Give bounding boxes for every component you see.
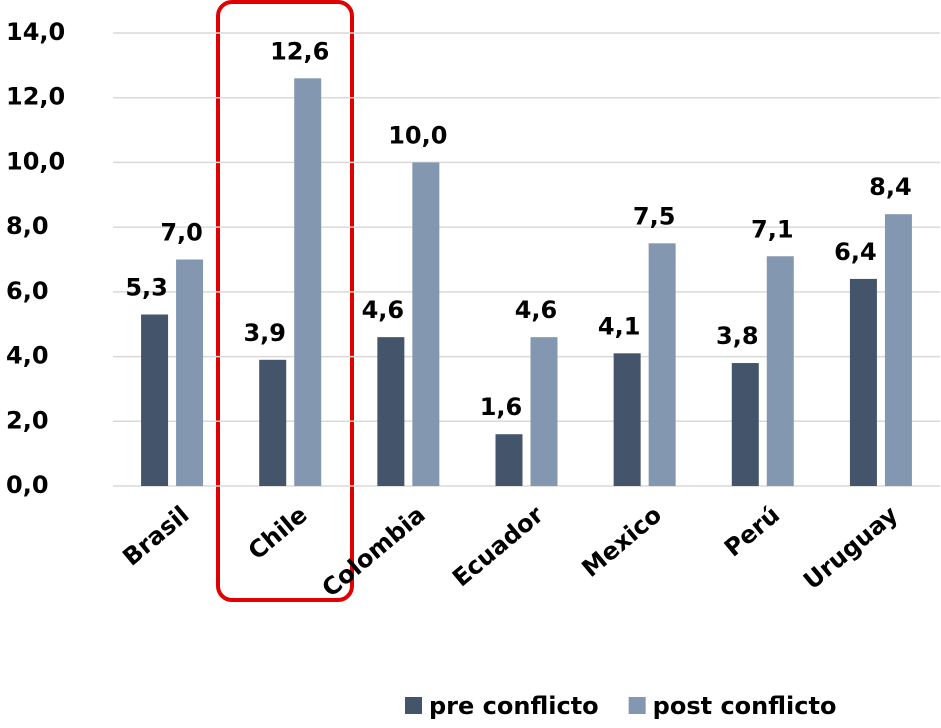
x-tick-label: Brasil xyxy=(117,501,194,572)
bar xyxy=(141,314,169,486)
bar xyxy=(495,434,523,486)
legend-swatch xyxy=(405,697,422,714)
value-label: 3,8 xyxy=(716,322,759,350)
y-tick-label: 2,0 xyxy=(6,406,49,434)
highlight-box xyxy=(216,0,354,602)
value-label: 4,6 xyxy=(515,296,558,324)
y-tick-label: 14,0 xyxy=(6,18,65,46)
legend-label: pre conflicto xyxy=(429,692,599,720)
bar xyxy=(648,243,676,486)
bar xyxy=(731,363,759,486)
x-tick-label: Chile xyxy=(243,501,313,566)
legend-label: post conflicto xyxy=(653,692,837,720)
bar xyxy=(613,353,641,486)
bar xyxy=(766,256,794,486)
x-tick-label: Uruguay xyxy=(798,500,903,595)
value-label: 4,1 xyxy=(598,312,641,340)
y-tick-label: 0,0 xyxy=(6,471,49,499)
value-label: 5,3 xyxy=(125,274,168,302)
bar xyxy=(294,78,322,487)
x-tick-label: Colombia xyxy=(317,501,431,603)
y-tick-label: 10,0 xyxy=(6,147,65,175)
y-tick-label: 8,0 xyxy=(6,212,49,240)
value-label: 12,6 xyxy=(270,37,329,65)
y-tick-label: 12,0 xyxy=(6,83,65,111)
value-label: 4,6 xyxy=(362,296,405,324)
bar xyxy=(377,337,405,486)
value-label: 7,0 xyxy=(160,219,203,247)
x-tick-label: Perú xyxy=(719,501,785,563)
x-tick-label: Ecuador xyxy=(447,500,549,592)
y-tick-label: 4,0 xyxy=(6,342,49,370)
bar xyxy=(849,278,877,486)
value-label: 1,6 xyxy=(480,393,523,421)
value-label: 10,0 xyxy=(388,121,447,149)
y-tick-label: 6,0 xyxy=(6,277,49,305)
value-label: 6,4 xyxy=(834,238,877,266)
value-label: 8,4 xyxy=(869,173,912,201)
bar xyxy=(530,337,558,486)
value-label: 7,5 xyxy=(633,202,676,230)
x-tick-label: Mexico xyxy=(577,501,667,583)
value-label: 3,9 xyxy=(243,319,286,347)
bar xyxy=(176,259,204,486)
bar xyxy=(259,359,287,486)
value-label: 7,1 xyxy=(751,215,794,243)
bar xyxy=(412,162,440,486)
bar xyxy=(884,214,912,486)
legend-swatch xyxy=(628,697,646,714)
